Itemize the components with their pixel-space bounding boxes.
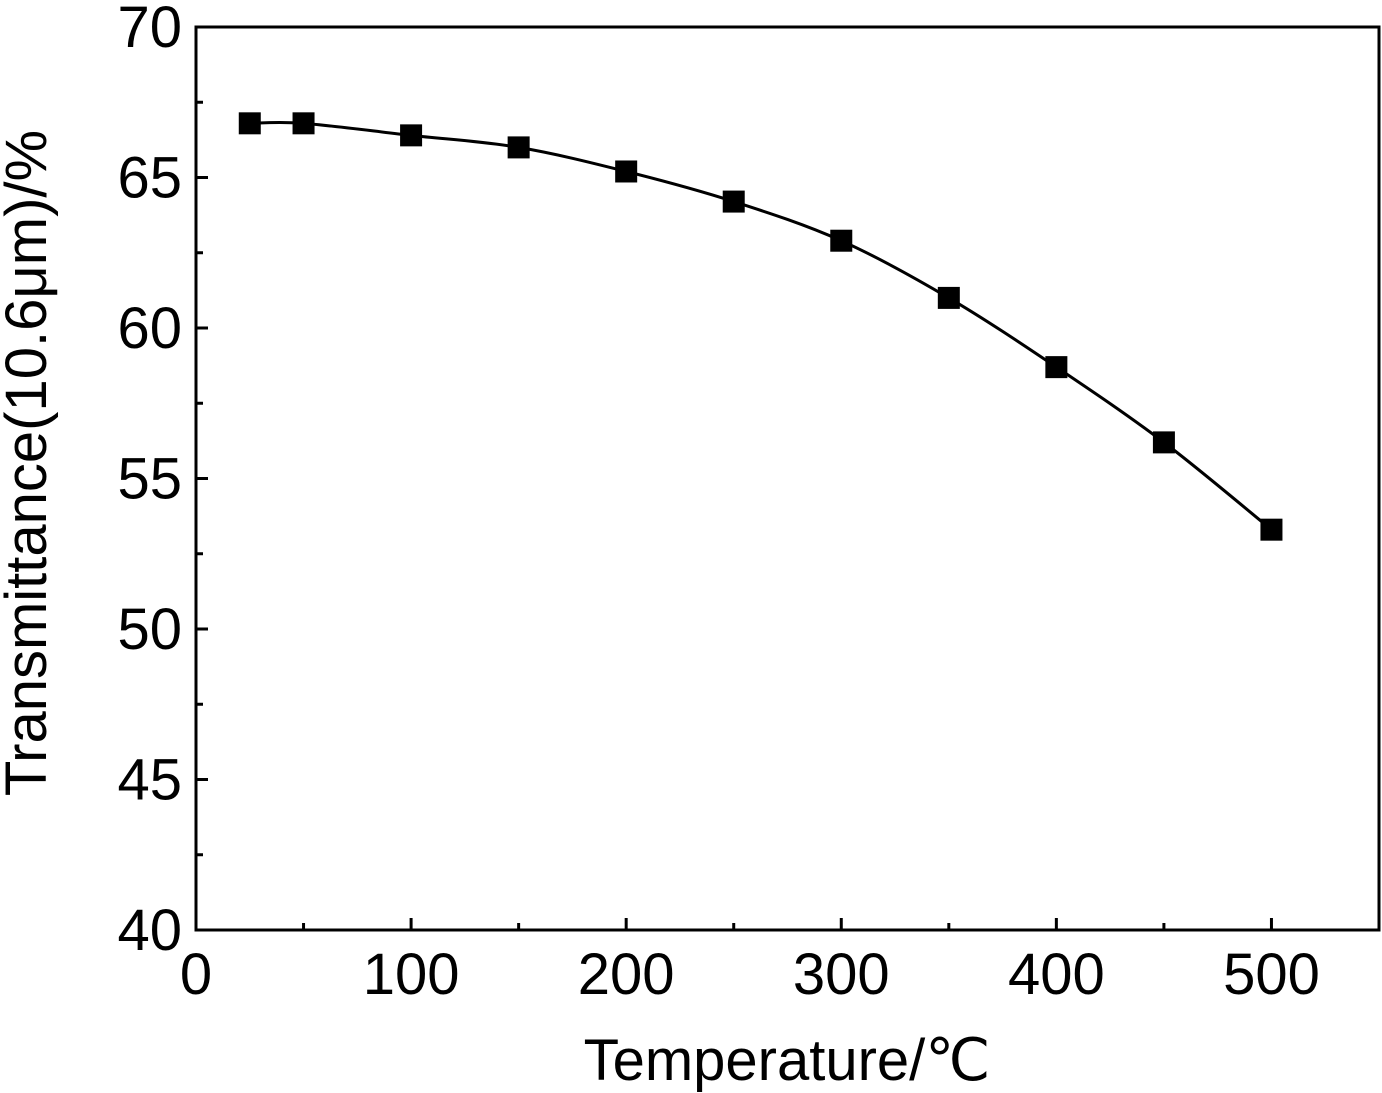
x-tick-label: 500 [1223,942,1320,1007]
plot-frame [194,25,1381,932]
y-tick-label: 65 [117,146,182,211]
x-tick-label: 300 [793,942,890,1007]
x-tick-label: 400 [1008,942,1105,1007]
data-point-marker [615,160,638,183]
x-tick-label: 0 [180,942,212,1007]
series-markers [238,112,1283,541]
y-axis: 40 45 50 55 60 65 70 [117,0,208,963]
data-point-marker [400,124,423,147]
series-line [249,120,1273,531]
y-tick-label: 60 [117,296,182,361]
data-point-marker [292,112,315,135]
data-point-marker [1152,431,1175,454]
data-point-marker [722,190,745,213]
y-tick-label: 70 [117,0,182,60]
data-point-marker [238,112,261,135]
data-point-marker [507,136,530,159]
y-tick-label: 45 [117,748,182,813]
data-point-marker [1045,356,1068,379]
data-point-marker [830,229,853,252]
y-tick-label: 50 [117,597,182,662]
x-tick-label: 200 [578,942,675,1007]
y-axis-title: Transmittance(10.6μm)/% [0,130,59,796]
x-axis-title: Temperature/℃ [584,1028,991,1093]
x-axis: 0 100 200 300 400 500 [180,918,1320,1007]
data-point-marker [937,286,960,309]
y-tick-label: 55 [117,447,182,512]
data-point-marker [1260,518,1283,541]
y-tick-label: 40 [117,898,182,963]
x-tick-label: 100 [363,942,460,1007]
